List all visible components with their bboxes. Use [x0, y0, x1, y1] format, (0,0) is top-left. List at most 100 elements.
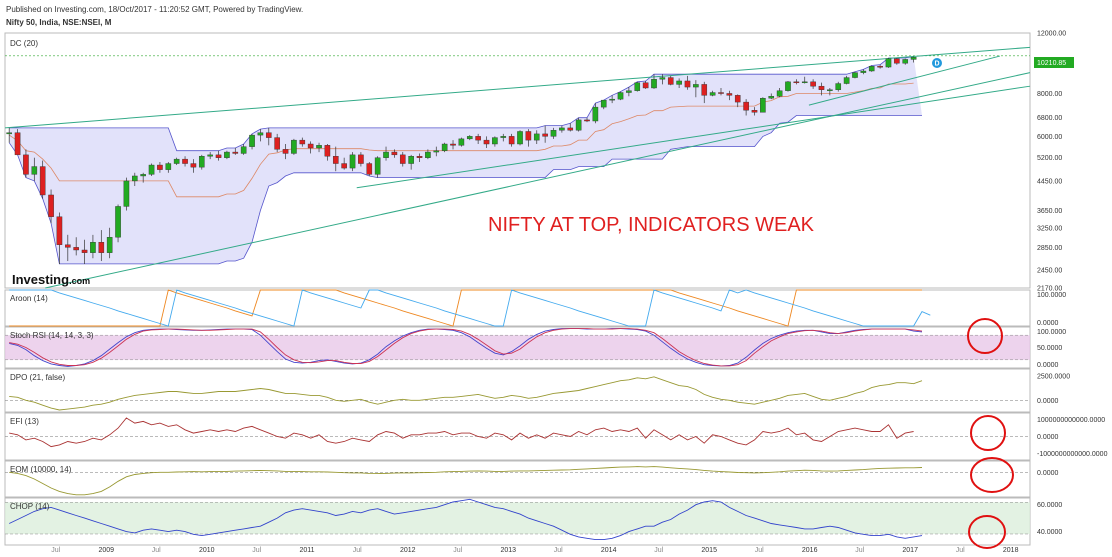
candle-body — [383, 151, 389, 158]
panel-frame — [4, 368, 1031, 413]
candle-body — [366, 163, 373, 175]
candle-body — [182, 158, 188, 164]
candle-body — [902, 59, 909, 64]
trendline-2 — [45, 72, 1031, 289]
candle-body — [31, 166, 38, 175]
last-price-label: 10210.85 — [1037, 60, 1066, 67]
series-line-2 — [9, 289, 931, 327]
indicator-panel-1: Aroon (14) 100.0000 0.0000 — [4, 289, 1066, 327]
x-tick-year: 2010 — [199, 547, 215, 554]
panel-y-tick: 50.0000 — [1037, 345, 1062, 352]
candle-body — [316, 145, 322, 149]
candle-body — [559, 127, 565, 131]
candle-body — [910, 57, 917, 60]
candle-body — [39, 166, 46, 196]
candle-body — [433, 150, 440, 153]
candle-body — [659, 77, 666, 80]
last-price-tag — [1034, 57, 1074, 68]
candle-body — [56, 216, 63, 245]
candle-body — [408, 156, 414, 164]
x-tick-mid: Jul — [353, 547, 362, 554]
x-tick-year: 2014 — [601, 547, 617, 554]
candle-body — [81, 249, 88, 253]
price-y-tick: 3250.00 — [1037, 225, 1062, 232]
candle-body — [525, 131, 532, 141]
candle-body — [165, 163, 172, 170]
candle-body — [575, 119, 582, 131]
candle-body — [600, 99, 607, 108]
candle-body — [877, 66, 883, 68]
candle-body — [106, 237, 113, 253]
panel-band — [5, 502, 1030, 534]
panel-y-tick: 60.0000 — [1037, 502, 1062, 509]
x-tick-year: 2016 — [802, 547, 818, 554]
candle-body — [399, 154, 406, 164]
event-badge-label: D — [935, 61, 940, 68]
candle-body — [676, 80, 682, 85]
logo-suffix: .com — [69, 276, 90, 286]
x-tick-mid: Jul — [453, 547, 462, 554]
candle-body — [684, 80, 691, 88]
candle-body — [475, 136, 481, 141]
price-y-tick: 5200.00 — [1037, 155, 1062, 162]
candle-body — [634, 82, 641, 91]
panel-label: EOM (10000, 14) — [10, 465, 72, 474]
published-info: Published on Investing.com, 18/Oct/2017 … — [6, 5, 304, 14]
candle-body — [626, 90, 632, 93]
trendline-1 — [4, 46, 1031, 129]
donchian-band — [9, 56, 922, 264]
candle-body — [173, 158, 180, 164]
candle-body — [249, 134, 255, 147]
candle-body — [885, 58, 892, 68]
indicator-panel-6: CHOP (14) 60.0000 40.0000 — [4, 497, 1062, 546]
candle-body — [73, 247, 79, 251]
series-line-1 — [9, 498, 923, 541]
panel-label: CHOP (14) — [10, 502, 50, 511]
candle-body — [701, 84, 708, 96]
candle-body — [115, 206, 121, 238]
candle-body — [584, 119, 590, 122]
x-tick-mid: Jul — [152, 547, 161, 554]
candle-body — [207, 154, 213, 157]
candle-body — [827, 89, 833, 91]
candle-body — [6, 132, 12, 135]
candle-body — [843, 77, 850, 84]
panel-y-tick: -1000000000000.0000 — [1037, 451, 1108, 458]
candle-body — [391, 151, 398, 156]
candle-body — [416, 156, 423, 158]
candle-body — [291, 139, 297, 154]
x-tick-year: 2009 — [99, 547, 115, 554]
trendline-4 — [808, 55, 1000, 106]
price-panel-label: DC (20) — [10, 39, 38, 48]
price-y-tick: 2450.00 — [1037, 267, 1062, 274]
candle-body — [860, 70, 867, 73]
candle-body — [517, 131, 523, 145]
x-tick-year: 2013 — [501, 547, 517, 554]
candle-body — [868, 66, 875, 72]
series-line-1 — [9, 466, 923, 496]
price-y-tick: 2170.00 — [1037, 286, 1062, 293]
price-y-tick: 6800.00 — [1037, 115, 1062, 122]
candle-body — [274, 137, 280, 150]
price-y-tick: 4450.00 — [1037, 178, 1062, 185]
annotation-text: NIFTY AT TOP, INDICATORS WEAK — [488, 214, 815, 236]
candle-body — [157, 164, 163, 170]
candle-body — [667, 77, 674, 85]
x-tick-year: 2012 — [400, 547, 416, 554]
symbol-title: Nifty 50, India, NSE:NSEI, M — [6, 18, 112, 27]
candle-body — [693, 84, 699, 88]
price-y-tick: 6000.00 — [1037, 134, 1062, 141]
price-panel: DC (20) 12000.00 8000.00 6800.00 6000.00 5200… — [4, 31, 1066, 293]
panel-y-tick: 0.0000 — [1037, 320, 1059, 327]
donchian-lower-line — [8, 115, 922, 265]
candle-body — [265, 132, 272, 138]
donchian-upper-line — [9, 56, 914, 152]
x-tick-mid: Jul — [956, 547, 965, 554]
candle-body — [240, 146, 247, 154]
candle-body — [760, 97, 766, 113]
highlight-circle-chop — [968, 515, 1006, 549]
candle-body — [198, 156, 205, 168]
candle-body — [651, 79, 657, 89]
